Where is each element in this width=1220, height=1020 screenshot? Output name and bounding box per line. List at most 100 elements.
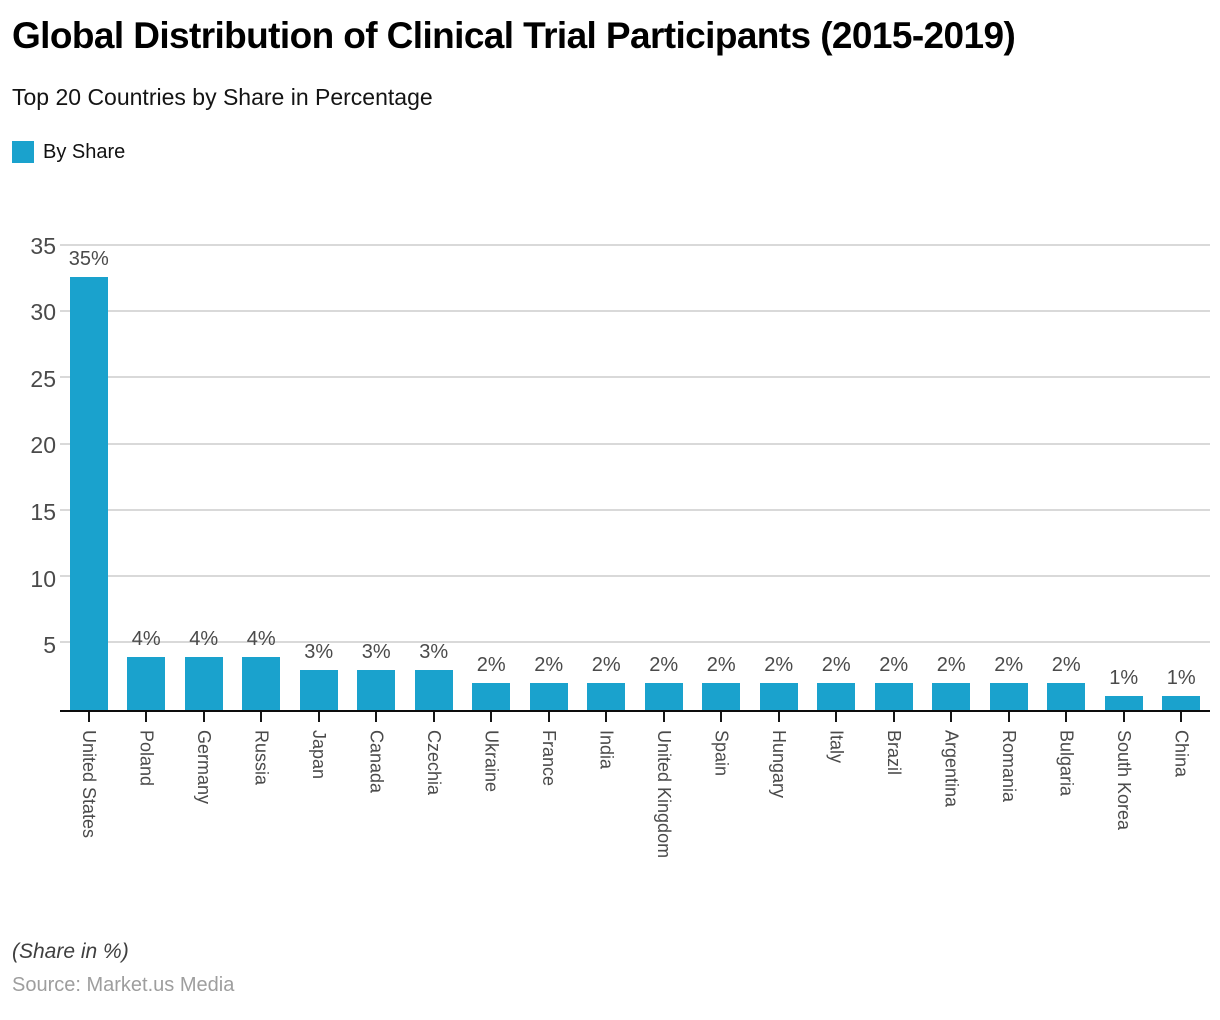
bar-value-label: 1%	[1166, 667, 1196, 690]
x-axis-label: Bulgaria	[1056, 729, 1077, 796]
x-tick	[87, 711, 90, 722]
x-label-cell: Argentina	[923, 730, 981, 807]
x-label-cell: China	[1153, 730, 1211, 777]
bar[interactable]	[357, 669, 396, 710]
legend-swatch-icon	[12, 141, 34, 164]
gridline	[60, 508, 1210, 511]
bar[interactable]	[874, 683, 913, 710]
bar[interactable]	[242, 656, 281, 710]
bar-chart: 5 10 15 20 25 30 35 35% 4% 4% 4% 3% 3% 3% 2% 2% 2% 2% 2% 2…	[12, 233, 1210, 898]
x-tick-cell	[750, 711, 808, 722]
bar-column: 2%	[635, 246, 693, 710]
bar[interactable]	[989, 683, 1028, 710]
x-tick	[375, 711, 378, 722]
y-tick-label: 30	[30, 299, 56, 326]
bar-value-label: 3%	[304, 640, 334, 663]
bar-column: 3%	[405, 246, 463, 710]
bar-value-label: 2%	[879, 654, 909, 677]
x-label-cell: United Kingdom	[635, 730, 693, 858]
chart-title: Global Distribution of Clinical Trial Pa…	[12, 15, 1016, 56]
x-axis-label: United Kingdom	[653, 729, 674, 858]
bar[interactable]	[1047, 683, 1086, 710]
bar-column: 2%	[520, 246, 578, 710]
x-axis-label: South Korea	[1113, 729, 1134, 830]
x-axis-label: Ukraine	[481, 729, 502, 792]
x-axis-label: Poland	[136, 729, 157, 786]
bar[interactable]	[69, 276, 108, 710]
plot-wrap: 35% 4% 4% 4% 3% 3% 3% 2% 2% 2% 2% 2% 2% 2% 2% 2% 2% 2% 1% 1…	[60, 243, 1210, 898]
bar-value-label: 2%	[821, 654, 851, 677]
x-axis-label: United States	[78, 729, 99, 838]
x-label-cell: Russia	[233, 730, 291, 785]
bar-column: 2%	[578, 246, 636, 710]
bar[interactable]	[1162, 696, 1201, 710]
bar-value-label: 2%	[936, 654, 966, 677]
x-axis-labels: United States Poland Germany Russia Japan Can…	[60, 730, 1210, 898]
x-label-cell: Hungary	[750, 730, 808, 798]
x-tick	[547, 711, 550, 722]
x-tick	[260, 711, 263, 722]
x-tick-cell	[635, 711, 693, 722]
bar[interactable]	[817, 683, 856, 710]
x-tick-cell	[405, 711, 463, 722]
x-label-cell: India	[578, 730, 636, 769]
bar-value-label: 2%	[706, 654, 736, 677]
bar-column: 2%	[1038, 246, 1096, 710]
x-axis-label: Spain	[711, 729, 732, 776]
x-tick-cell	[578, 711, 636, 722]
gridline	[60, 641, 1210, 644]
y-tick-label: 10	[30, 565, 56, 592]
bar-column: 1%	[1095, 246, 1153, 710]
bar-value-label: 3%	[419, 640, 449, 663]
x-label-cell: United States	[60, 730, 118, 838]
legend[interactable]: By Share	[12, 141, 1210, 164]
bar[interactable]	[644, 683, 683, 710]
bar-column: 2%	[693, 246, 751, 710]
bar[interactable]	[184, 656, 223, 710]
x-axis-label: Japan	[308, 729, 329, 779]
x-tick-cell	[865, 711, 923, 722]
bar-column: 2%	[980, 246, 1038, 710]
x-axis-label: France	[538, 729, 559, 786]
bar-column: 2%	[463, 246, 521, 710]
x-tick	[662, 711, 665, 722]
bar-value-label: 3%	[361, 640, 391, 663]
x-tick-cell	[175, 711, 233, 722]
bar[interactable]	[702, 683, 741, 710]
bar[interactable]	[299, 669, 338, 710]
x-tick-cell	[693, 711, 751, 722]
bar-column: 1%	[1153, 246, 1211, 710]
bar-value-label: 2%	[534, 654, 564, 677]
bar[interactable]	[414, 669, 453, 710]
bar[interactable]	[127, 656, 166, 710]
footer-source: Source: Market.us Media	[12, 973, 235, 996]
x-label-cell: Germany	[175, 730, 233, 804]
bar[interactable]	[587, 683, 626, 710]
bar[interactable]	[529, 683, 568, 710]
x-tick-cell	[60, 711, 118, 722]
y-axis: 5 10 15 20 25 30 35	[12, 233, 60, 898]
bar[interactable]	[759, 683, 798, 710]
x-tick-cell	[1038, 711, 1096, 722]
x-axis-label: Germany	[193, 729, 214, 804]
x-label-cell: Poland	[118, 730, 176, 786]
x-axis-label: Romania	[998, 729, 1019, 802]
x-tick-cell	[808, 711, 866, 722]
x-tick	[950, 711, 953, 722]
x-label-cell: South Korea	[1095, 730, 1153, 830]
x-label-cell: Spain	[693, 730, 751, 776]
x-tick-cell	[463, 711, 521, 722]
bar-column: 2%	[923, 246, 981, 710]
bar-column: 35%	[60, 246, 118, 710]
x-label-cell: Romania	[980, 730, 1038, 802]
bars-row: 35% 4% 4% 4% 3% 3% 3% 2% 2% 2% 2% 2% 2% 2% 2% 2% 2% 2% 1% 1…	[60, 246, 1210, 710]
bar[interactable]	[1104, 696, 1143, 710]
x-tick	[202, 711, 205, 722]
x-tick	[317, 711, 320, 722]
bar-column: 4%	[175, 246, 233, 710]
bar-value-label: 4%	[246, 627, 276, 650]
bar[interactable]	[472, 683, 511, 710]
x-tick	[490, 711, 493, 722]
bar[interactable]	[932, 683, 971, 710]
